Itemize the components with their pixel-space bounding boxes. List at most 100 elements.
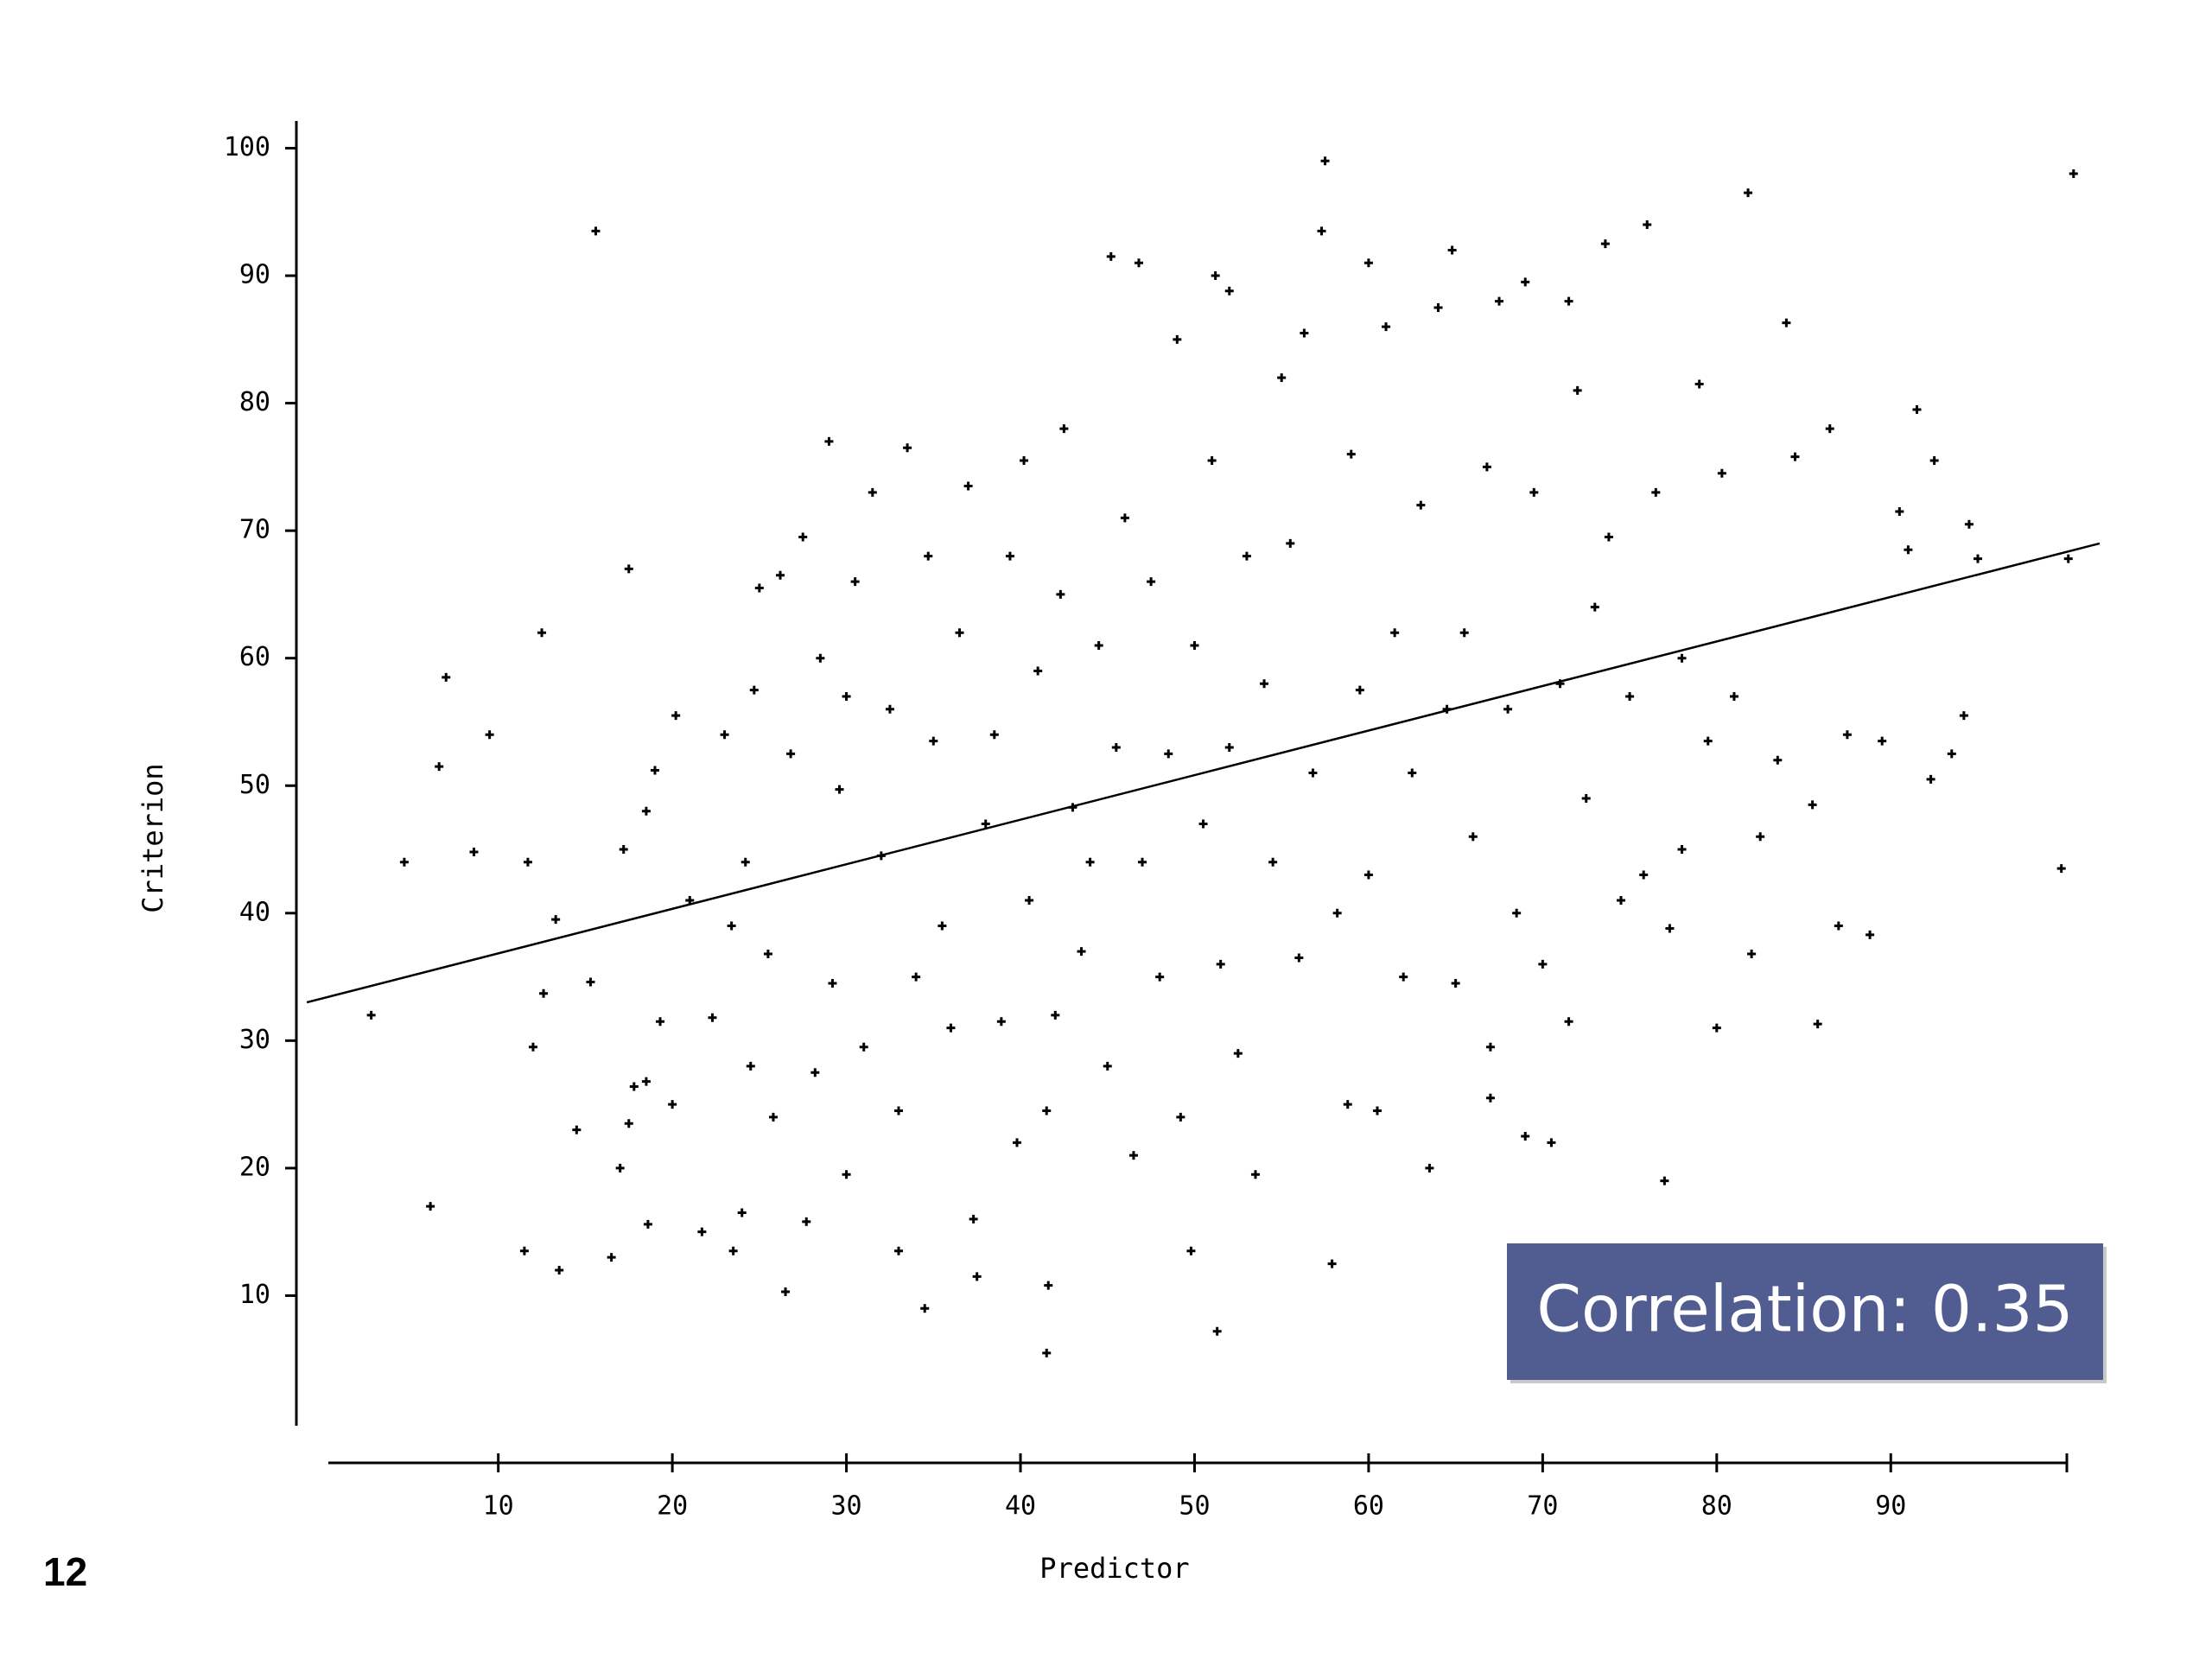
point (963, 481, 973, 491)
point (519, 1246, 529, 1255)
y-tick-label: 70 (239, 515, 270, 545)
point (1327, 1259, 1337, 1268)
point (741, 857, 750, 867)
point (1111, 742, 1121, 752)
point (1451, 978, 1460, 988)
point (972, 1272, 982, 1281)
point (469, 847, 479, 856)
point (537, 628, 547, 638)
point (1382, 322, 1391, 332)
y-tick-label: 20 (239, 1152, 270, 1182)
point (1643, 220, 1652, 230)
point (1286, 538, 1295, 548)
point (894, 1246, 904, 1255)
y-tick-label: 80 (239, 387, 270, 417)
point (1250, 1170, 1260, 1179)
y-tick-label: 100 (224, 132, 270, 162)
annotation-text: Correlation: 0.35 (1536, 1273, 2073, 1347)
x-tick-label: 10 (483, 1491, 514, 1522)
point (1547, 1138, 1556, 1147)
point (1300, 328, 1309, 338)
point (924, 551, 933, 561)
point (1320, 156, 1330, 166)
y-tick-label: 10 (239, 1280, 270, 1310)
y-tick-label: 50 (239, 770, 270, 800)
point (885, 704, 894, 714)
point (2056, 864, 2066, 874)
point (539, 988, 549, 998)
point (1224, 742, 1234, 752)
point (366, 1010, 376, 1020)
point (1604, 532, 1613, 542)
point (523, 857, 532, 867)
point (607, 1253, 616, 1262)
point (1521, 1132, 1530, 1141)
point (1926, 774, 1936, 784)
point (1677, 845, 1687, 855)
point (1782, 318, 1791, 327)
point (1866, 930, 1875, 939)
point (1600, 239, 1610, 249)
point (1106, 251, 1116, 261)
point (1128, 1151, 1138, 1160)
point (1390, 628, 1400, 638)
point (1747, 950, 1757, 959)
point (1308, 768, 1318, 778)
point (1425, 1163, 1434, 1173)
point (399, 857, 409, 867)
point (768, 1112, 778, 1122)
x-tick-label: 80 (1701, 1491, 1732, 1522)
point (442, 672, 451, 682)
x-tick-label: 60 (1353, 1491, 1384, 1522)
point (746, 1061, 755, 1071)
point (835, 785, 844, 794)
point (737, 1208, 747, 1217)
point (1677, 653, 1687, 663)
point (1372, 1106, 1382, 1116)
point (1895, 507, 1904, 517)
point (720, 730, 729, 740)
x-tick-label: 20 (657, 1491, 688, 1522)
point (1495, 296, 1503, 306)
x-axis-label: Predictor (1039, 1552, 1189, 1585)
point (1260, 679, 1269, 689)
point (1355, 685, 1364, 695)
point (485, 730, 494, 740)
point (929, 736, 938, 746)
point (435, 762, 444, 772)
point (629, 1082, 639, 1091)
point (1020, 456, 1029, 466)
point (850, 577, 860, 587)
point (1729, 691, 1738, 701)
point (668, 1100, 677, 1109)
point (946, 1023, 956, 1033)
point (1343, 1100, 1352, 1109)
point (781, 1287, 791, 1297)
point (1363, 870, 1373, 880)
point (1651, 487, 1661, 497)
point (903, 443, 912, 453)
point (1042, 1106, 1052, 1116)
y-tick-label: 40 (239, 897, 270, 927)
point (754, 583, 764, 593)
point (586, 977, 595, 987)
point (572, 1125, 582, 1135)
point (1773, 755, 1783, 765)
point (1212, 1326, 1222, 1336)
point (650, 766, 659, 775)
point (1242, 551, 1251, 561)
point (1512, 908, 1522, 918)
point (1878, 736, 1887, 746)
point (776, 570, 785, 580)
point (1346, 449, 1356, 459)
point (1665, 924, 1675, 933)
point (1573, 385, 1582, 395)
point (1639, 870, 1649, 880)
point (1216, 959, 1225, 969)
point (842, 691, 851, 701)
point (1147, 577, 1156, 587)
point (1207, 456, 1217, 466)
point (938, 921, 947, 931)
point (624, 1119, 633, 1128)
point (1521, 277, 1530, 287)
